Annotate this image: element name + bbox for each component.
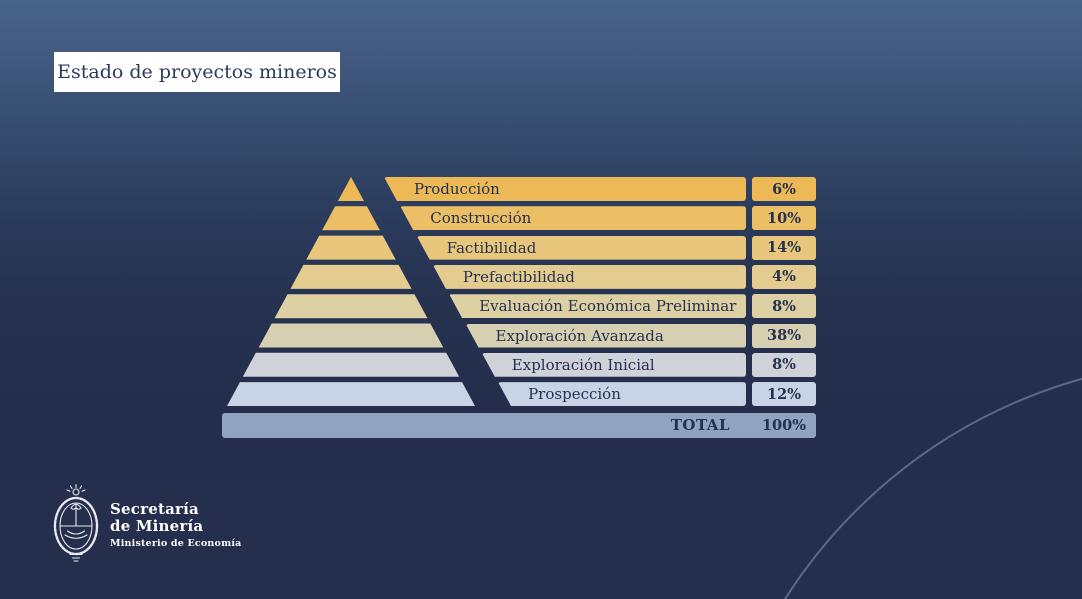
stage-row-value: 10%	[752, 206, 816, 231]
pyramid-level	[242, 352, 460, 377]
stage-row-bar: Prospección	[498, 382, 746, 407]
stage-row-value: 8%	[752, 352, 816, 377]
stage-row-bar: Exploración Inicial	[481, 352, 746, 377]
pyramid-chart	[227, 177, 475, 406]
org-line-3: Ministerio de Economía	[110, 538, 242, 549]
stage-row-value: 38%	[752, 323, 816, 348]
pyramid-level	[274, 294, 428, 319]
coat-of-arms-icon	[53, 483, 99, 562]
stage-row-value: 6%	[752, 177, 816, 201]
stage-row-bar: Exploración Avanzada	[465, 323, 746, 348]
stage-row-bar: Factibilidad	[416, 235, 746, 260]
stage-row-label: Prospección	[528, 385, 621, 404]
footer-brand: Secretaría de Minería Ministerio de Econ…	[50, 483, 242, 565]
stage-row-label: Producción	[414, 180, 500, 198]
stage-row-bar: Construcción	[400, 206, 746, 231]
stage-row-value: 8%	[752, 294, 816, 319]
pyramid-level	[306, 235, 396, 260]
stage-row-value: 12%	[752, 382, 816, 407]
stage-row-label: Prefactibilidad	[462, 267, 575, 286]
stage-row-label: Factibilidad	[446, 238, 537, 257]
total-label: TOTAL	[670, 416, 730, 434]
org-line-2: de Minería	[110, 517, 204, 535]
stage-row-bar: Prefactibilidad	[432, 264, 746, 289]
stage-row-label: Evaluación Económica Preliminar	[479, 297, 737, 316]
stage-row-label: Exploración Inicial	[511, 355, 655, 374]
stage-row-bar: Producción	[384, 177, 746, 201]
stage-row-value: 14%	[752, 235, 816, 260]
stage-row-label: Exploración Avanzada	[495, 326, 664, 345]
pyramid-level	[290, 264, 412, 289]
page-title: Estado de proyectos mineros	[57, 61, 337, 83]
stage-row-bar: Evaluación Económica Preliminar	[449, 294, 746, 319]
title-box: Estado de proyectos mineros	[54, 52, 340, 92]
pyramid-level	[227, 382, 475, 406]
stage-row-value: 4%	[752, 264, 816, 289]
org-name-block: Secretaría de Minería Ministerio de Econ…	[110, 483, 242, 550]
pyramid-level	[258, 323, 444, 348]
org-line-1: Secretaría	[110, 500, 199, 518]
total-value: 100%	[761, 417, 807, 434]
stage-row-label: Construcción	[430, 209, 532, 228]
total-row-bar: TOTAL 100%	[222, 413, 816, 438]
